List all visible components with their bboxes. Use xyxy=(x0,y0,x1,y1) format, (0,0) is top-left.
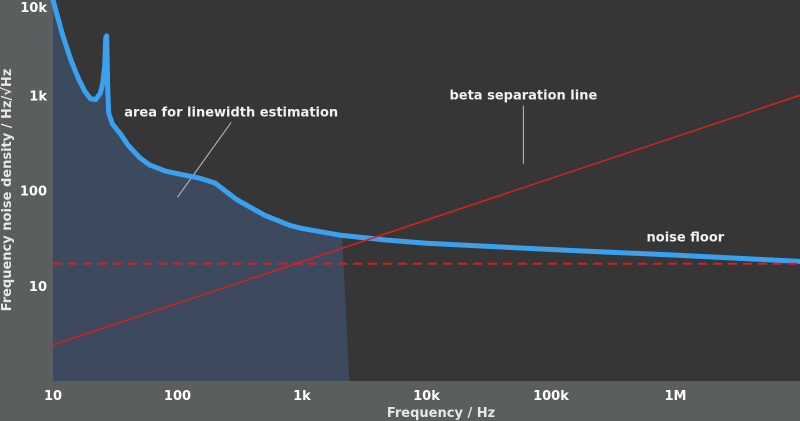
annotation-beta: beta separation line xyxy=(449,89,597,104)
annotation-area: area for linewidth estimation xyxy=(124,105,338,120)
annotation-leader-area xyxy=(177,122,232,198)
y-tick-label: 10k xyxy=(20,1,47,16)
x-tick-label: 100k xyxy=(533,389,569,404)
x-tick-label: 1k xyxy=(293,389,311,404)
x-tick-label: 1M xyxy=(665,389,687,404)
series-beta xyxy=(52,94,800,346)
y-tick-label: 100 xyxy=(20,185,47,200)
y-axis-label: Frequency noise density / Hz/√Hz xyxy=(0,69,15,312)
x-tick-label: 10k xyxy=(413,389,440,404)
y-tick-label: 10 xyxy=(29,280,47,295)
series-noise xyxy=(50,0,800,264)
x-tick-label: 10 xyxy=(44,389,62,404)
x-axis-label: Frequency / Hz xyxy=(387,406,495,421)
linewidth-area xyxy=(53,0,350,381)
annotation-floor: noise floor xyxy=(647,231,725,246)
y-tick-label: 1k xyxy=(29,89,47,104)
x-tick-label: 100 xyxy=(164,389,191,404)
